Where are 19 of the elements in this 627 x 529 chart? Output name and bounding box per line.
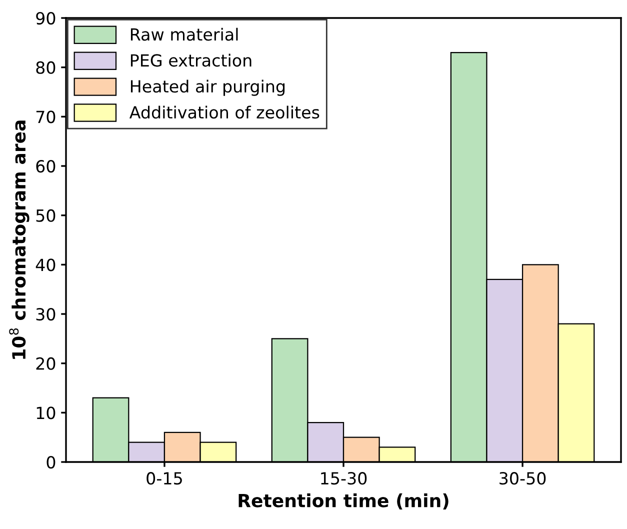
y-tick-label: 30: [36, 308, 56, 321]
y-tick-label: 50: [36, 209, 56, 222]
y-axis-title: 10$^{8}$ chromatogram area: [9, 120, 30, 359]
y-tick-label: 0: [46, 456, 56, 469]
legend-label: Heated air purging: [130, 80, 285, 96]
x-tick-label: 0-15: [146, 472, 182, 485]
y-tick-label: 90: [36, 12, 56, 25]
x-tick-label: 30-50: [500, 472, 546, 485]
legend-label: Raw material: [130, 28, 238, 41]
y-tick-label: 10: [36, 406, 56, 420]
y-tick-label: 60: [36, 160, 56, 173]
x-tick-label: 15-30: [321, 472, 367, 485]
legend-label: Additivation of zeolites: [129, 106, 320, 119]
legend-label: PEG extraction: [130, 54, 252, 67]
y-tick-label: 40: [36, 258, 56, 272]
y-tick-label: 20: [36, 357, 56, 370]
y-tick-label: 70: [36, 110, 56, 124]
x-axis-title: Retention time (min): [238, 493, 448, 510]
y-tick-label: 80: [36, 61, 56, 74]
